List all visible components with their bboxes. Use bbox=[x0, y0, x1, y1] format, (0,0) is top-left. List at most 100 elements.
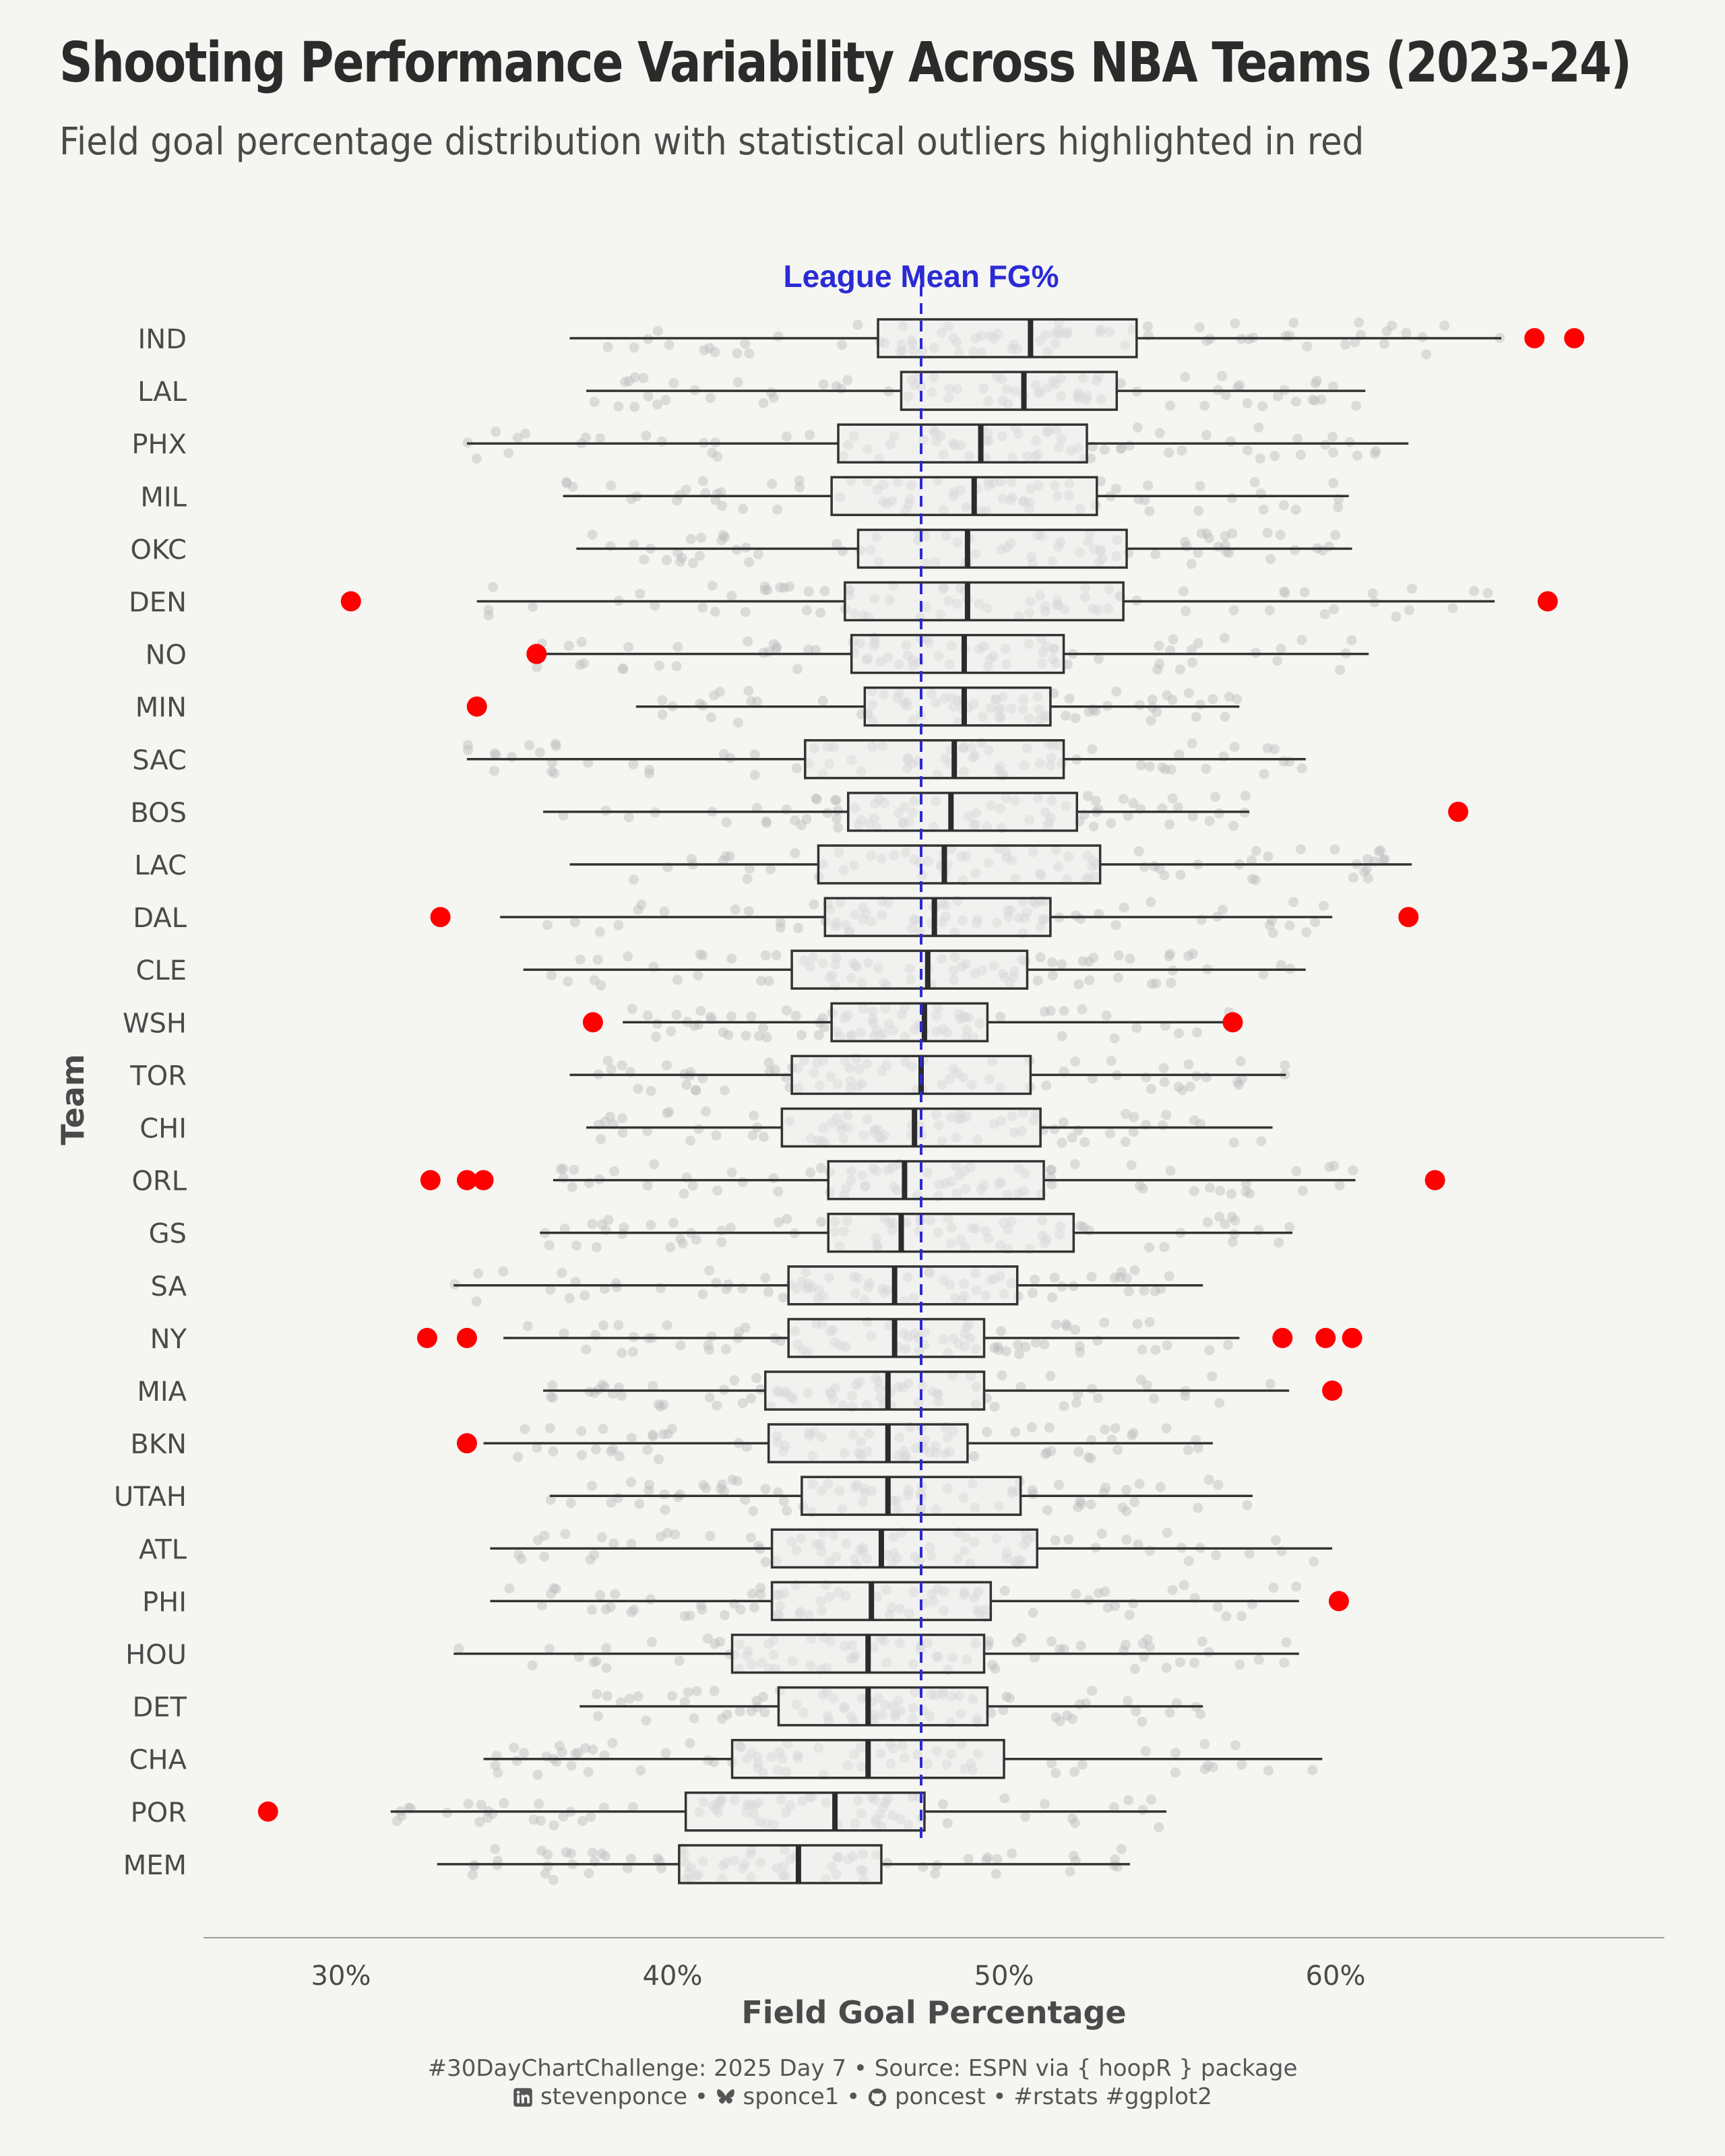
jitter-point bbox=[1220, 531, 1230, 542]
iqr-box bbox=[764, 1370, 986, 1411]
jitter-point bbox=[1264, 605, 1275, 616]
jitter-point bbox=[1234, 1659, 1245, 1670]
jitter-point bbox=[735, 1604, 746, 1615]
jitter-point bbox=[1219, 633, 1230, 643]
jitter-point bbox=[1333, 502, 1344, 513]
jitter-point bbox=[831, 381, 842, 391]
jitter-point bbox=[589, 975, 600, 986]
github-handle[interactable]: poncest bbox=[894, 2083, 986, 2110]
jitter-point bbox=[833, 822, 844, 833]
jitter-point bbox=[1135, 1180, 1146, 1191]
jitter-point bbox=[584, 1868, 594, 1879]
jitter-point bbox=[790, 1011, 801, 1021]
jitter-point bbox=[1256, 1136, 1267, 1147]
linkedin-handle[interactable]: stevenponce bbox=[540, 2083, 688, 2110]
jitter-point bbox=[1251, 846, 1261, 856]
jitter-point bbox=[759, 585, 770, 596]
jitter-point bbox=[507, 751, 518, 762]
jitter-point bbox=[1075, 914, 1086, 924]
jitter-point bbox=[570, 917, 581, 928]
jitter-point bbox=[1391, 611, 1402, 622]
jitter-point bbox=[1075, 1496, 1086, 1507]
jitter-point bbox=[1044, 1422, 1055, 1433]
jitter-point bbox=[1139, 1286, 1150, 1296]
jitter-point bbox=[697, 1604, 708, 1615]
jitter-point bbox=[695, 1005, 706, 1016]
jitter-point bbox=[1144, 1546, 1155, 1556]
jitter-point bbox=[646, 1637, 657, 1647]
jitter-point bbox=[1119, 902, 1129, 913]
jitter-point bbox=[1134, 1478, 1145, 1489]
jitter-point bbox=[1140, 1746, 1151, 1756]
jitter-point bbox=[1039, 1339, 1050, 1350]
jitter-point bbox=[1263, 1765, 1274, 1776]
jitter-point bbox=[995, 1011, 1006, 1022]
jitter-point bbox=[578, 658, 589, 668]
jitter-point bbox=[1086, 1271, 1097, 1282]
jitter-point bbox=[1186, 559, 1197, 569]
jitter-point bbox=[689, 1713, 699, 1723]
jitter-point bbox=[629, 1604, 639, 1615]
jitter-point bbox=[592, 1688, 602, 1699]
jitter-point bbox=[1109, 1033, 1120, 1044]
jitter-point bbox=[658, 1399, 669, 1410]
jitter-point bbox=[1133, 846, 1144, 856]
jitter-point bbox=[832, 538, 842, 549]
jitter-point bbox=[685, 1135, 696, 1146]
jitter-point bbox=[1185, 1081, 1195, 1092]
jitter-point bbox=[1269, 451, 1280, 462]
jitter-point bbox=[1143, 1242, 1154, 1253]
jitter-point bbox=[619, 1222, 629, 1233]
jitter-point bbox=[712, 1400, 722, 1411]
bluesky-handle[interactable]: sponce1 bbox=[743, 2083, 840, 2110]
jitter-point bbox=[602, 1055, 613, 1066]
jitter-point bbox=[1164, 949, 1175, 959]
jitter-point bbox=[575, 954, 586, 965]
jitter-point bbox=[646, 1085, 656, 1096]
jitter-point bbox=[1030, 1652, 1040, 1663]
jitter-point bbox=[1181, 606, 1191, 616]
jitter-point bbox=[657, 695, 668, 705]
team-label-phi: PHI bbox=[142, 1587, 187, 1618]
jitter-point bbox=[726, 590, 737, 601]
iqr-box bbox=[844, 581, 1125, 622]
jitter-point bbox=[467, 1870, 478, 1880]
team-label-ind: IND bbox=[137, 324, 187, 355]
team-label-lac: LAC bbox=[134, 850, 187, 881]
jitter-point bbox=[768, 392, 779, 403]
jitter-point bbox=[1245, 1188, 1255, 1199]
jitter-point bbox=[613, 1320, 624, 1331]
jitter-point bbox=[732, 1476, 743, 1486]
jitter-point bbox=[536, 1845, 547, 1856]
jitter-point bbox=[611, 1281, 622, 1292]
jitter-point bbox=[662, 1108, 672, 1118]
jitter-point bbox=[694, 550, 705, 561]
jitter-point bbox=[1199, 400, 1210, 411]
jitter-point bbox=[548, 1820, 559, 1831]
iqr-box bbox=[767, 1423, 969, 1463]
jitter-point bbox=[758, 1023, 769, 1034]
jitter-point bbox=[570, 1748, 581, 1759]
jitter-point bbox=[1193, 1502, 1203, 1513]
jitter-point bbox=[1050, 1712, 1061, 1723]
jitter-point bbox=[516, 1554, 527, 1564]
jitter-point bbox=[660, 395, 671, 406]
jitter-point bbox=[1116, 443, 1127, 453]
jitter-point bbox=[655, 1401, 666, 1412]
boxplot-dal bbox=[500, 897, 1333, 937]
jitter-point bbox=[1128, 1428, 1139, 1438]
jitter-point bbox=[1069, 1767, 1080, 1777]
jitter-point bbox=[819, 1022, 829, 1033]
jitter-point bbox=[1250, 875, 1261, 885]
jitter-point bbox=[760, 1273, 771, 1283]
jitter-point bbox=[726, 1167, 737, 1178]
jitter-point bbox=[646, 1219, 656, 1230]
jitter-point bbox=[1084, 956, 1094, 967]
jitter-point bbox=[749, 769, 760, 780]
y-axis-title: Team bbox=[55, 1054, 91, 1145]
jitter-point bbox=[677, 1238, 688, 1249]
bluesky-icon bbox=[716, 2089, 734, 2104]
jitter-point bbox=[567, 481, 578, 492]
jitter-point bbox=[1330, 530, 1341, 540]
jitter-point bbox=[547, 1393, 558, 1403]
